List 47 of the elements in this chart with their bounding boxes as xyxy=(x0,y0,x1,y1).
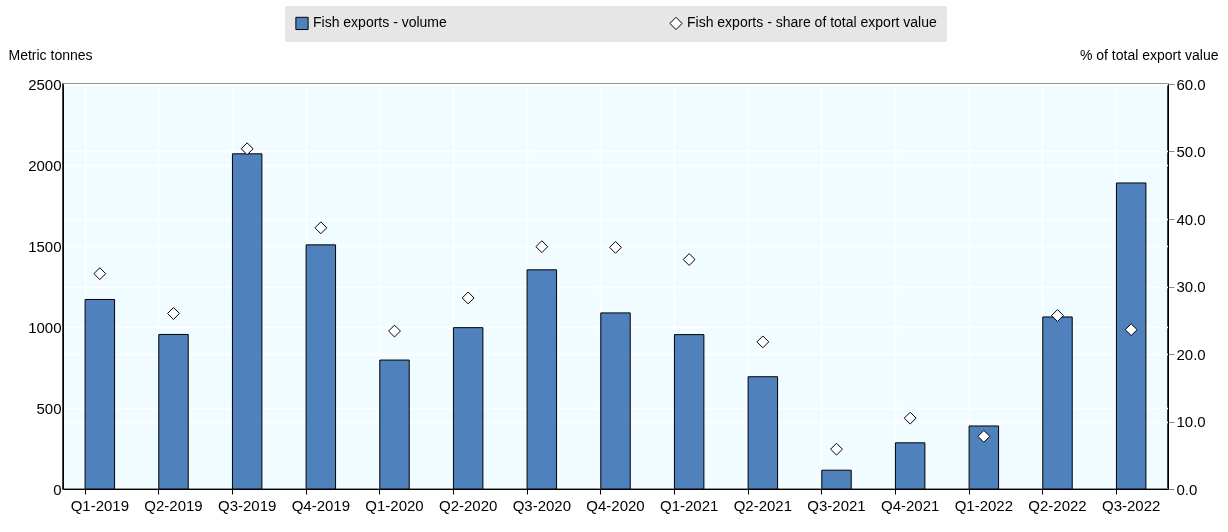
x-tick-label: Q4-2020 xyxy=(586,496,645,514)
point xyxy=(240,142,254,156)
x-tick-label: Q4-2021 xyxy=(880,496,940,514)
point xyxy=(903,411,917,425)
x-tick-label: Q2-2021 xyxy=(733,496,793,514)
x-tick-label: Q1-2021 xyxy=(659,496,719,514)
y-tick-label: 1500 xyxy=(28,237,62,255)
x-tick-label: Q3-2022 xyxy=(1101,496,1161,514)
y2-tick-label: 60.0 xyxy=(1176,75,1206,93)
y2-tick-label: 30.0 xyxy=(1176,278,1206,295)
x-tick-label: Q1-2020 xyxy=(365,496,424,514)
point xyxy=(388,324,401,338)
point xyxy=(609,240,622,254)
y2-tick-label: 50.0 xyxy=(1176,143,1206,160)
x-tick-label: Q2-2020 xyxy=(438,496,498,514)
y2-tick-label: 20.0 xyxy=(1176,345,1206,363)
y2-tick-label: 0.0 xyxy=(1176,480,1198,498)
point xyxy=(1051,309,1064,322)
y-tick-label: 0 xyxy=(53,480,62,498)
y2-axis-title: % of total export value xyxy=(1079,46,1219,63)
point xyxy=(167,307,180,320)
point xyxy=(682,253,696,266)
x-tick-label: Q3-2019 xyxy=(217,496,277,514)
x-tick-label: Q2-2019 xyxy=(144,496,203,514)
y-tick-label: 1000 xyxy=(28,318,62,336)
point xyxy=(756,335,770,349)
x-tick-label: Q4-2019 xyxy=(291,496,351,514)
point xyxy=(830,442,843,456)
legend-label: Fish exports - volume xyxy=(313,14,448,31)
y-tick-label: 500 xyxy=(36,399,62,417)
y-axis-title: Metric tonnes xyxy=(8,46,93,63)
point xyxy=(535,240,549,254)
point xyxy=(977,429,991,443)
y2-tick-label: 10.0 xyxy=(1176,413,1206,430)
x-tick-label: Q1-2019 xyxy=(70,496,130,514)
y2-tick-label: 40.0 xyxy=(1176,210,1206,228)
x-tick-label: Q3-2020 xyxy=(512,496,572,514)
point xyxy=(93,267,107,281)
legend-label: Fish exports - share of total export value xyxy=(687,14,937,31)
y-tick-label: 2500 xyxy=(28,75,62,93)
x-tick-label: Q1-2022 xyxy=(954,496,1014,514)
x-tick-label: Q2-2022 xyxy=(1028,496,1087,514)
point xyxy=(461,291,475,305)
y-tick-label: 2000 xyxy=(28,156,62,174)
point xyxy=(1124,323,1138,337)
point xyxy=(314,221,328,235)
x-tick-label: Q3-2021 xyxy=(807,496,866,514)
